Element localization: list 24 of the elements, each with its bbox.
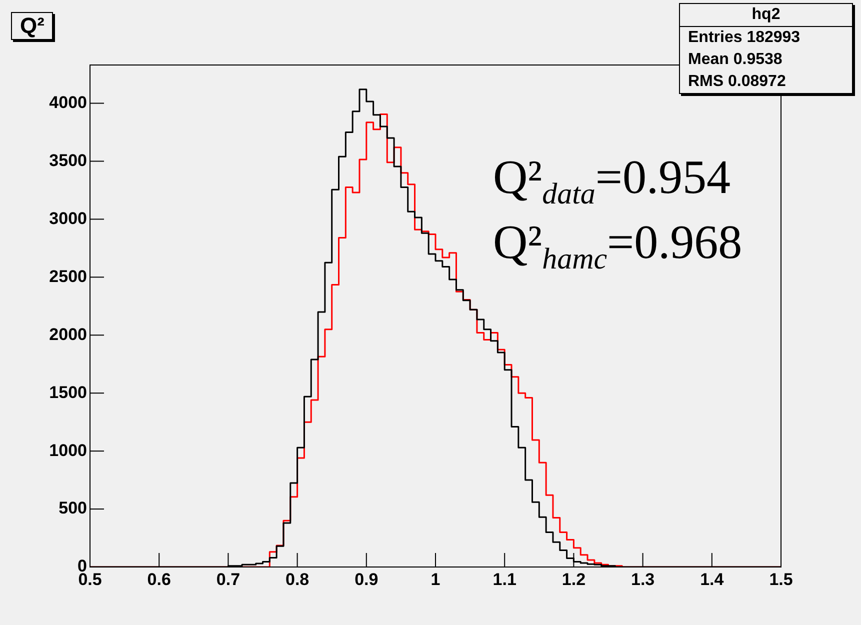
y-tick-label: 2500: [49, 266, 87, 286]
y-tick-label: 4000: [49, 92, 87, 112]
chart-title: Q²: [11, 12, 54, 40]
x-tick-label: 1.3: [630, 570, 655, 589]
y-tick-label: 1500: [49, 382, 87, 402]
x-tick-label: 0.6: [147, 570, 171, 589]
y-tick-label: 2000: [49, 324, 87, 344]
annotation: Q²$_{data}$=0.954: [493, 150, 730, 212]
stats-box: hq2 Entries 182993 Mean 0.9538 RMS 0.08972: [679, 3, 853, 94]
annotation: Q²$_{hamc}$=0.968: [493, 215, 742, 277]
y-tick-label: 3000: [49, 208, 87, 228]
y-tick-label: 3500: [49, 150, 87, 170]
y-tick-label: 500: [58, 498, 87, 518]
annotation: Mean 0.9538: [687, 50, 784, 70]
x-tick-label: 0.9: [354, 570, 378, 589]
x-tick-label: 1.5: [769, 570, 793, 589]
annotation: RMS 0.08972: [687, 72, 787, 92]
x-tick-label: 1.2: [562, 570, 586, 589]
x-tick-label: 1.1: [492, 570, 516, 589]
x-tick-label: 1.4: [700, 570, 724, 589]
x-tick-label: 0.7: [216, 570, 240, 589]
x-tick-label: 1: [430, 570, 440, 589]
x-tick-label: 0.8: [285, 570, 310, 589]
y-tick-label: 1000: [49, 440, 87, 460]
